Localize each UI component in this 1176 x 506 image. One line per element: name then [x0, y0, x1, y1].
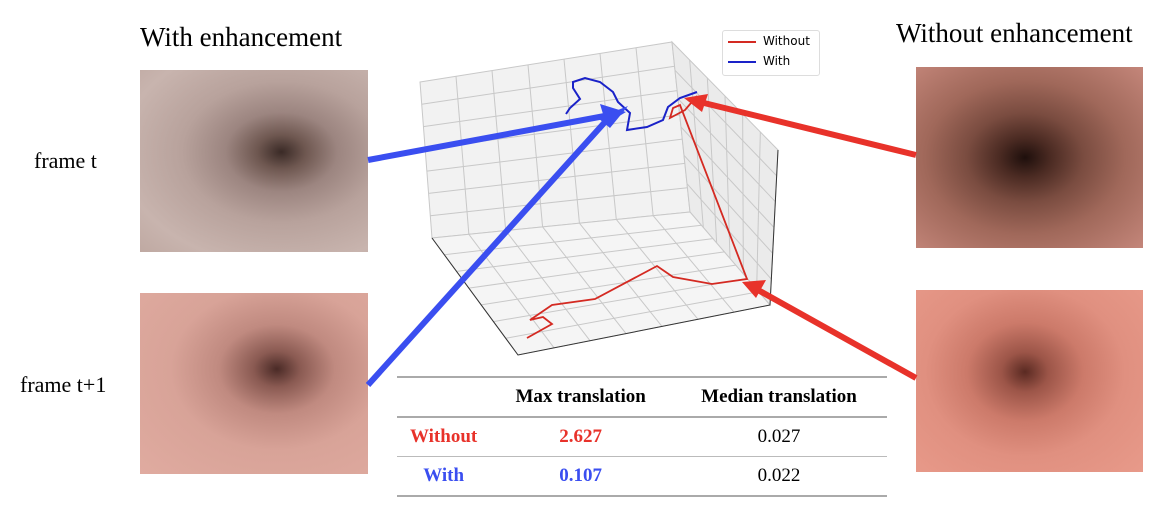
plot-legend: Without With — [722, 30, 820, 76]
enhanced-frame-t1-image — [140, 293, 368, 474]
arrow-without-frame-t1 — [756, 287, 918, 381]
grid-line — [579, 222, 663, 327]
row-label-frame-t: frame t — [34, 148, 97, 173]
axis-lines — [431, 149, 779, 356]
arrow-without-frame-t — [699, 99, 917, 158]
grid-line — [615, 219, 699, 320]
grid-line — [456, 238, 713, 272]
arrowhead-icon — [742, 280, 766, 298]
trajectory-with — [565, 76, 698, 132]
table-row: With 0.107 0.022 — [397, 456, 887, 497]
grid-line — [493, 277, 748, 323]
grid-line — [563, 59, 580, 224]
row-label: Without — [397, 417, 491, 457]
median-value: 0.022 — [671, 456, 887, 497]
legend-label-without: Without — [763, 34, 810, 48]
grid-line — [505, 230, 591, 342]
enhanced-frame-t-image — [140, 70, 368, 252]
trajectory-without — [526, 95, 749, 339]
header-empty — [397, 376, 491, 418]
left-title: With enhancement — [140, 22, 343, 52]
max-value: 0.107 — [490, 456, 672, 497]
grid-line — [542, 226, 627, 334]
header-median: Median translation — [671, 376, 887, 418]
legend-line-with — [728, 61, 756, 63]
header-max: Max translation — [490, 376, 672, 418]
translation-table: Max translation Median translation Witho… — [397, 376, 887, 497]
grid-line — [527, 64, 544, 227]
arrowhead-icon — [598, 106, 628, 128]
row-label: With — [397, 456, 491, 497]
grid-line — [423, 90, 678, 128]
grid-line — [426, 138, 683, 172]
table-row: Without 2.627 0.027 — [397, 417, 887, 457]
right-title: Without enhancement — [896, 18, 1133, 48]
grid-line — [421, 65, 675, 105]
arrow-with-frame-t — [367, 112, 611, 163]
grid-line — [430, 187, 688, 217]
legend-label-with: With — [763, 54, 791, 68]
grid-line — [652, 215, 735, 313]
row-label-frame-t1: frame t+1 — [20, 372, 107, 397]
grid-line — [455, 76, 470, 235]
arrow-with-frame-t1 — [365, 119, 608, 388]
grid-line — [742, 113, 744, 275]
grid-line — [635, 47, 654, 216]
median-value: 0.027 — [671, 417, 887, 457]
grid-line — [505, 291, 759, 339]
grid-line — [599, 53, 617, 220]
original-frame-t1-image — [916, 290, 1143, 472]
grid-line — [481, 264, 736, 306]
legend-line-without — [728, 41, 756, 43]
original-frame-t-image — [916, 67, 1143, 248]
max-value: 2.627 — [490, 417, 672, 457]
arrowhead-icon — [684, 94, 708, 112]
grid-line — [468, 251, 725, 289]
grid-line — [491, 70, 507, 231]
